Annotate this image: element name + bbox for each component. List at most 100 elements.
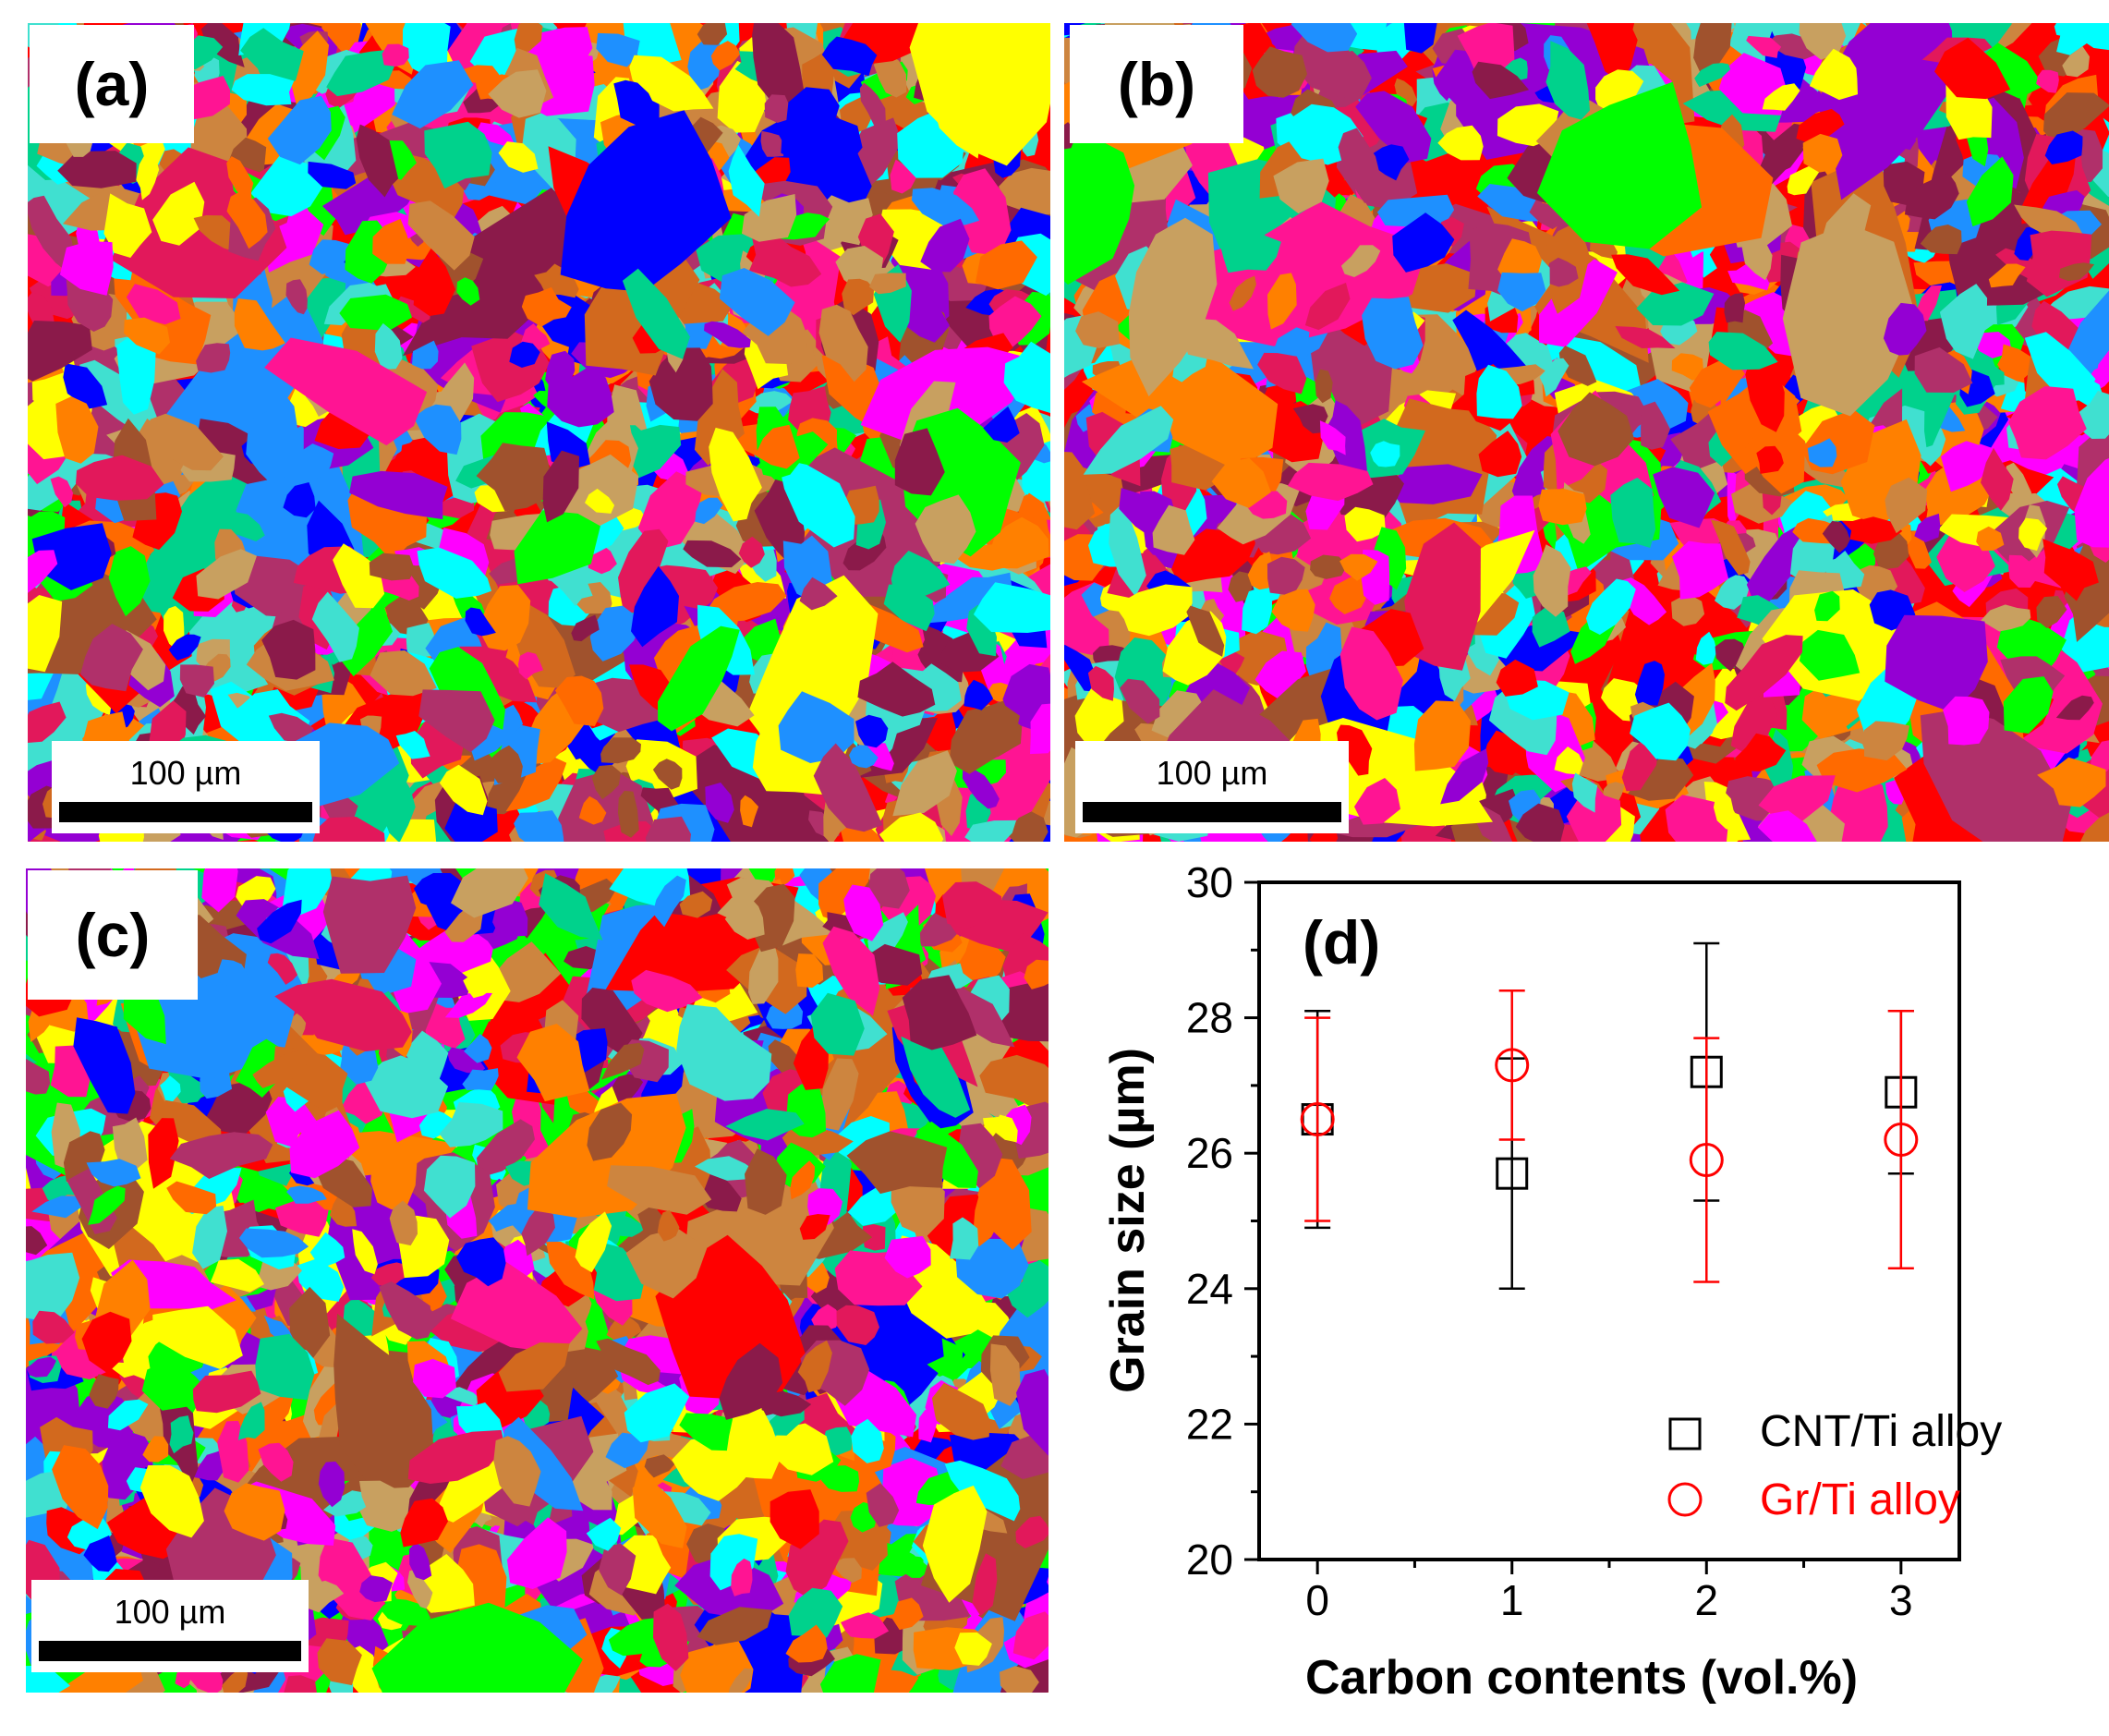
grain xyxy=(894,428,945,496)
grain xyxy=(488,1203,526,1232)
grain xyxy=(169,1132,273,1179)
grain xyxy=(1915,285,1942,322)
grain xyxy=(514,510,600,585)
grain xyxy=(1267,273,1297,330)
grain xyxy=(1693,23,1732,76)
grain xyxy=(752,23,806,107)
grain xyxy=(152,1305,243,1369)
grain xyxy=(2074,458,2109,548)
grain xyxy=(237,1402,265,1440)
grain xyxy=(2059,262,2095,282)
grain xyxy=(977,1157,1032,1250)
grain xyxy=(1545,41,1590,120)
y-tick-label: 20 xyxy=(1186,1536,1233,1584)
grain xyxy=(539,873,603,941)
grain xyxy=(1713,789,1738,832)
grain xyxy=(103,193,152,258)
grain xyxy=(477,1119,535,1178)
grain xyxy=(1885,477,1928,534)
grain xyxy=(2008,554,2038,588)
grain xyxy=(1337,724,1373,776)
ebsd-map-c: (c) 100 µm xyxy=(26,868,1048,1693)
grain xyxy=(323,1490,371,1517)
scale-line-b xyxy=(1083,802,1341,822)
grain xyxy=(797,1340,832,1393)
grain xyxy=(459,646,538,703)
grain xyxy=(383,771,416,842)
grain xyxy=(28,321,92,382)
grain xyxy=(1292,404,1328,434)
data-point-gr xyxy=(1689,1143,1724,1178)
grain xyxy=(764,94,791,123)
grain xyxy=(424,121,492,189)
y-tick-label: 24 xyxy=(1186,1265,1233,1313)
grain xyxy=(1478,431,1522,478)
grain xyxy=(333,543,385,609)
grain xyxy=(108,546,151,617)
grain xyxy=(255,1333,315,1401)
grain xyxy=(1585,578,1636,635)
grain xyxy=(680,1633,754,1693)
grain xyxy=(995,1114,1018,1143)
grain xyxy=(264,337,428,446)
grain xyxy=(286,1185,327,1204)
grain xyxy=(1024,959,1048,989)
grain xyxy=(1864,721,1910,761)
grain xyxy=(1372,144,1410,181)
grain xyxy=(1733,733,1787,771)
grain xyxy=(502,1416,584,1511)
grain xyxy=(31,523,112,590)
grain xyxy=(1437,125,1484,161)
grain xyxy=(55,396,99,464)
grain xyxy=(514,810,564,842)
grain xyxy=(224,1483,285,1541)
grain xyxy=(1074,686,1124,746)
grain xyxy=(813,743,883,832)
grain xyxy=(359,1480,398,1517)
grain xyxy=(719,268,795,336)
grain xyxy=(1636,282,1715,326)
grain xyxy=(1671,593,1705,626)
legend-marker-gr xyxy=(1667,1482,1703,1517)
grain xyxy=(1287,462,1374,502)
grain xyxy=(652,875,686,928)
grain xyxy=(1267,556,1305,595)
grain xyxy=(2026,230,2092,297)
grain xyxy=(795,953,824,989)
grain xyxy=(298,1580,345,1613)
grain xyxy=(88,1185,126,1225)
grain xyxy=(1730,697,1778,754)
grain xyxy=(76,455,164,501)
grain xyxy=(370,1262,412,1289)
grain xyxy=(983,406,1020,443)
grain xyxy=(514,23,543,53)
grain xyxy=(622,268,690,359)
grain xyxy=(719,1342,783,1420)
grain xyxy=(915,494,976,565)
grain xyxy=(370,649,437,697)
grain xyxy=(1392,212,1455,273)
grain xyxy=(1634,661,1665,706)
grain xyxy=(196,343,231,373)
grain xyxy=(1128,217,1218,397)
grain xyxy=(777,458,855,548)
grain xyxy=(26,1058,51,1095)
grain xyxy=(618,528,669,613)
grain xyxy=(606,1214,648,1237)
grain xyxy=(1757,810,1817,842)
grain xyxy=(1745,356,1785,432)
grain xyxy=(286,30,330,106)
grain xyxy=(201,868,238,913)
grain-map-b xyxy=(1064,23,2109,842)
grain xyxy=(81,1311,132,1374)
grain xyxy=(1914,513,1941,542)
grain xyxy=(1362,297,1424,370)
scale-bar-b: 100 µm xyxy=(1075,741,1349,833)
grain xyxy=(1725,635,1803,711)
grain xyxy=(250,152,325,217)
grain xyxy=(1354,778,1400,825)
grain xyxy=(447,1047,486,1074)
grain xyxy=(413,404,462,455)
grain xyxy=(1496,659,1538,697)
grain xyxy=(1109,502,1146,597)
